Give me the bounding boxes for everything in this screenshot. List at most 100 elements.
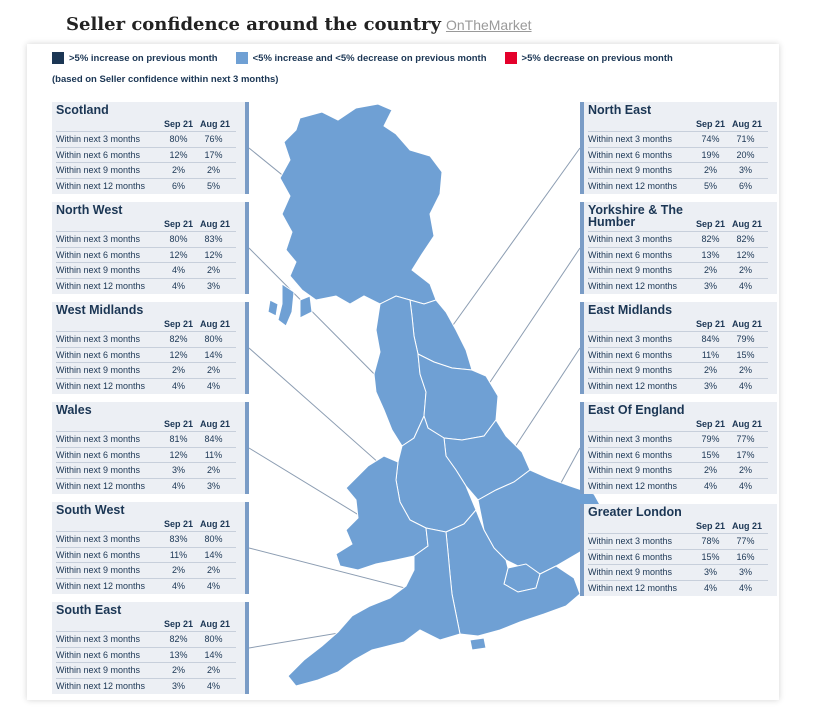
column-header-previous: Aug 21 bbox=[200, 119, 231, 129]
row-label: Within next 9 months bbox=[588, 465, 673, 475]
row-label: Within next 3 months bbox=[588, 234, 673, 244]
table-row: Within next 3 months 82% 82% bbox=[588, 231, 768, 247]
map-region-south-west bbox=[287, 527, 461, 687]
row-label: Within next 3 months bbox=[588, 134, 673, 144]
legend-note: (based on Seller confidence within next … bbox=[52, 74, 279, 85]
value-current: 13% bbox=[169, 649, 188, 660]
row-label: Within next 12 months bbox=[588, 480, 678, 491]
column-header-previous: Aug 21 bbox=[732, 119, 763, 129]
table-row: Within next 3 months 81% 84% bbox=[56, 431, 236, 447]
row-label: Within next 12 months bbox=[588, 380, 678, 391]
value-current: 6% bbox=[171, 180, 185, 191]
table-row: Within next 9 months 2% 2% bbox=[56, 662, 236, 678]
map-region-wales bbox=[335, 455, 429, 571]
source-link[interactable]: OnTheMarket bbox=[445, 17, 532, 33]
legend-label: >5% increase on previous month bbox=[69, 52, 218, 64]
row-label: Within next 3 months bbox=[56, 234, 141, 244]
column-header-previous: Aug 21 bbox=[200, 319, 231, 329]
table-row: Within next 9 months 2% 2% bbox=[588, 262, 768, 278]
value-current: 81% bbox=[169, 434, 188, 444]
table-row: Within next 9 months 2% 2% bbox=[588, 362, 768, 378]
region-name: North West bbox=[56, 203, 123, 217]
value-current: 5% bbox=[703, 180, 717, 191]
row-label: Within next 9 months bbox=[588, 265, 673, 275]
value-previous: 2% bbox=[206, 365, 220, 375]
region-panel-south-west: South West Sep 21 Aug 21 Within next 3 mont… bbox=[52, 502, 249, 594]
value-previous: 12% bbox=[204, 249, 223, 260]
value-current: 84% bbox=[701, 334, 720, 344]
value-current: 12% bbox=[169, 349, 188, 360]
value-previous: 2% bbox=[738, 365, 752, 375]
value-current: 82% bbox=[701, 234, 720, 244]
region-name: Scotland bbox=[56, 103, 109, 117]
region-name: South East bbox=[56, 603, 122, 617]
table-row: Within next 6 months 12% 14% bbox=[56, 346, 236, 363]
value-previous: 77% bbox=[736, 536, 755, 546]
value-previous: 15% bbox=[736, 349, 755, 360]
row-label: Within next 6 months bbox=[588, 551, 673, 562]
value-current: 80% bbox=[169, 134, 188, 144]
region-panel-east-of-england: East Of England Sep 21 Aug 21 Within next 3… bbox=[580, 402, 777, 494]
region-name: Yorkshire & The Humber bbox=[588, 203, 683, 229]
table-row: Within next 6 months 15% 16% bbox=[588, 548, 768, 565]
value-previous: 79% bbox=[736, 334, 755, 344]
value-current: 3% bbox=[171, 465, 185, 475]
column-header-previous: Aug 21 bbox=[200, 619, 231, 629]
legend-label: <5% increase and <5% decrease on previou… bbox=[252, 52, 487, 64]
column-header-current: Sep 21 bbox=[696, 119, 726, 129]
region-panel-north-east: North East Sep 21 Aug 21 Within next 3 mont… bbox=[580, 102, 777, 194]
uk-landmass bbox=[267, 103, 605, 687]
map-island-islay bbox=[267, 299, 279, 317]
legend-swatch-red bbox=[504, 52, 517, 64]
value-current: 2% bbox=[171, 665, 185, 675]
page-header: Seller confidence around the country OnT… bbox=[66, 14, 532, 42]
value-previous: 80% bbox=[204, 534, 223, 544]
table-row: Within next 6 months 13% 12% bbox=[588, 246, 768, 263]
table-row: Within next 3 months 79% 77% bbox=[588, 431, 768, 447]
table-row: Within next 3 months 84% 79% bbox=[588, 331, 768, 347]
row-label: Within next 12 months bbox=[588, 582, 678, 593]
value-previous: 4% bbox=[738, 480, 752, 491]
table-row: Within next 3 months 82% 80% bbox=[56, 631, 236, 647]
table-row: Within next 9 months 2% 2% bbox=[56, 562, 236, 578]
legend-swatch-light-blue bbox=[235, 52, 248, 64]
table-row: Within next 6 months 13% 14% bbox=[56, 646, 236, 663]
value-previous: 4% bbox=[206, 680, 220, 691]
value-previous: 14% bbox=[204, 549, 223, 560]
column-header-current: Sep 21 bbox=[164, 619, 194, 629]
table-row: Within next 9 months 2% 2% bbox=[56, 162, 236, 178]
region-name: Wales bbox=[56, 403, 92, 417]
column-header-current: Sep 21 bbox=[696, 219, 726, 229]
region-name: East Of England bbox=[588, 403, 685, 417]
table-row: Within next 12 months 4% 4% bbox=[588, 477, 768, 494]
table-row: Within next 3 months 80% 83% bbox=[56, 231, 236, 247]
region-panel-west-midlands: West Midlands Sep 21 Aug 21 Within next 3 m… bbox=[52, 302, 249, 394]
table-row: Within next 3 months 82% 80% bbox=[56, 331, 236, 347]
row-label: Within next 12 months bbox=[56, 280, 146, 291]
table-row: Within next 6 months 11% 15% bbox=[588, 346, 768, 363]
value-previous: 84% bbox=[204, 434, 223, 444]
value-current: 12% bbox=[169, 449, 188, 460]
value-previous: 2% bbox=[206, 265, 220, 275]
row-label: Within next 12 months bbox=[56, 380, 146, 391]
value-previous: 4% bbox=[738, 380, 752, 391]
value-previous: 2% bbox=[738, 465, 752, 475]
table-row: Within next 3 months 83% 80% bbox=[56, 531, 236, 547]
value-current: 2% bbox=[703, 465, 717, 475]
column-header-previous: Aug 21 bbox=[732, 521, 763, 531]
value-previous: 14% bbox=[204, 649, 223, 660]
row-label: Within next 9 months bbox=[588, 365, 673, 375]
row-label: Within next 3 months bbox=[56, 134, 141, 144]
table-row: Within next 6 months 12% 11% bbox=[56, 446, 236, 463]
value-previous: 83% bbox=[204, 234, 223, 244]
row-label: Within next 12 months bbox=[588, 180, 678, 191]
value-current: 11% bbox=[701, 349, 720, 360]
value-previous: 80% bbox=[204, 634, 223, 644]
region-panel-yorkshire-and-the-humber: Yorkshire & The Humber Sep 21 Aug 21 Within… bbox=[580, 202, 777, 294]
row-label: Within next 9 months bbox=[588, 567, 673, 577]
row-label: Within next 6 months bbox=[56, 249, 141, 260]
row-label: Within next 3 months bbox=[588, 434, 673, 444]
value-current: 2% bbox=[171, 365, 185, 375]
value-previous: 3% bbox=[206, 480, 220, 491]
table-row: Within next 9 months 2% 2% bbox=[56, 362, 236, 378]
